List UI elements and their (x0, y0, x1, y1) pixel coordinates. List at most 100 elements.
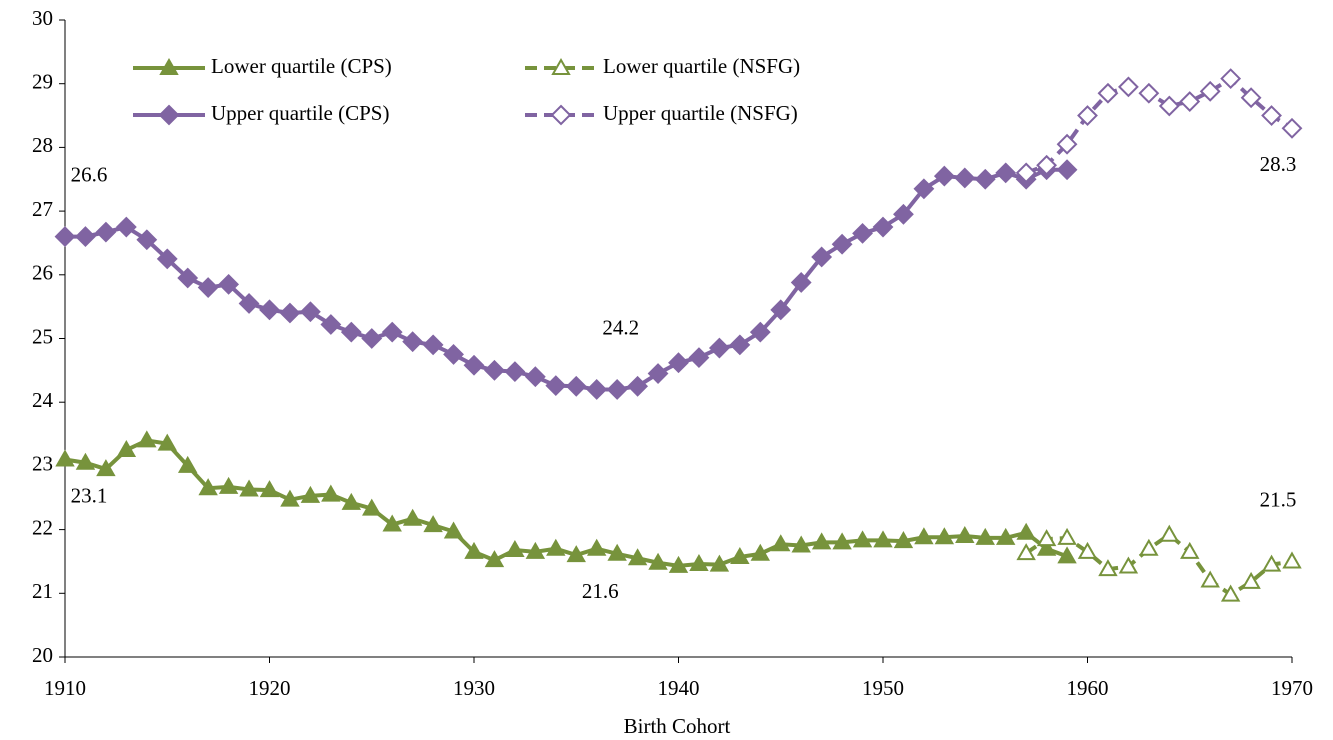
marker (1139, 538, 1159, 556)
y-tick-label: 20 (32, 643, 53, 667)
marker (382, 514, 402, 532)
marker (95, 221, 117, 243)
marker (1200, 570, 1220, 588)
marker (995, 162, 1017, 184)
y-tick-label: 23 (32, 452, 53, 476)
marker (137, 430, 157, 448)
y-tick-label: 28 (32, 133, 53, 157)
marker (1057, 546, 1077, 564)
marker (341, 492, 362, 510)
legend-label: Lower quartile (NSFG) (603, 54, 800, 78)
marker (1077, 541, 1098, 559)
marker (443, 344, 464, 365)
marker (157, 433, 177, 451)
y-tick-label: 21 (32, 579, 53, 603)
marker (1056, 133, 1078, 155)
marker (873, 530, 893, 548)
x-tick-label: 1940 (658, 676, 700, 700)
marker (831, 233, 853, 255)
marker (218, 476, 239, 494)
y-tick-label: 27 (32, 197, 53, 221)
marker (770, 299, 792, 321)
marker (361, 328, 383, 349)
marker (607, 543, 627, 561)
marker (668, 352, 689, 374)
legend-marker (159, 57, 179, 75)
marker (321, 484, 341, 502)
marker (872, 216, 894, 238)
marker (914, 527, 934, 545)
marker (627, 375, 649, 397)
marker (730, 546, 750, 564)
marker (1098, 559, 1118, 577)
marker (505, 539, 525, 557)
marker (934, 527, 955, 545)
marker (115, 216, 137, 238)
marker (279, 302, 301, 324)
data-label: 26.6 (71, 162, 108, 186)
marker (893, 203, 914, 225)
marker (156, 248, 178, 270)
marker (443, 521, 464, 539)
marker (55, 449, 75, 467)
marker (791, 535, 811, 553)
series-line (64, 438, 1068, 568)
marker (913, 178, 935, 200)
legend-label: Upper quartile (NSFG) (603, 101, 798, 125)
marker (606, 379, 628, 400)
data-label: 28.3 (1260, 152, 1297, 176)
marker (320, 314, 342, 335)
marker (709, 554, 730, 572)
marker (1036, 538, 1057, 556)
marker (1159, 524, 1180, 542)
marker (239, 479, 259, 497)
x-tick-label: 1960 (1067, 676, 1109, 700)
marker (299, 301, 321, 323)
marker (402, 508, 423, 526)
marker (749, 321, 771, 343)
marker (1056, 159, 1078, 181)
marker (1261, 105, 1282, 126)
marker (340, 321, 362, 343)
marker (381, 321, 403, 343)
data-label: 21.5 (1260, 487, 1297, 511)
y-tick-label: 26 (32, 261, 53, 285)
marker (1077, 105, 1098, 126)
marker (300, 485, 321, 503)
data-label: 24.2 (602, 315, 639, 339)
marker (1180, 541, 1200, 559)
marker (790, 272, 812, 293)
marker (463, 354, 485, 376)
marker (259, 299, 280, 321)
x-tick-label: 1970 (1271, 676, 1313, 700)
marker (565, 375, 587, 397)
y-tick-label: 29 (32, 70, 53, 94)
marker (1036, 529, 1057, 547)
marker (933, 165, 955, 187)
legend-label: Upper quartile (CPS) (211, 101, 389, 125)
marker (136, 229, 158, 251)
marker (198, 478, 218, 496)
y-tick-label: 22 (32, 515, 53, 539)
marker (566, 545, 586, 563)
marker (974, 168, 996, 190)
marker (648, 552, 668, 570)
marker (504, 361, 526, 383)
marker (197, 277, 219, 298)
marker (96, 459, 116, 477)
x-tick-label: 1950 (862, 676, 904, 700)
series-line (65, 167, 1068, 392)
data-label: 23.1 (71, 483, 108, 507)
marker (238, 293, 260, 314)
marker (1016, 522, 1036, 540)
marker (1281, 117, 1303, 139)
data-label: 21.6 (582, 579, 619, 603)
marker (995, 527, 1016, 545)
marker (75, 226, 96, 247)
marker (668, 555, 689, 573)
marker (1240, 87, 1262, 109)
marker (1138, 82, 1160, 104)
marker (1220, 584, 1241, 602)
legend-marker (158, 104, 180, 126)
